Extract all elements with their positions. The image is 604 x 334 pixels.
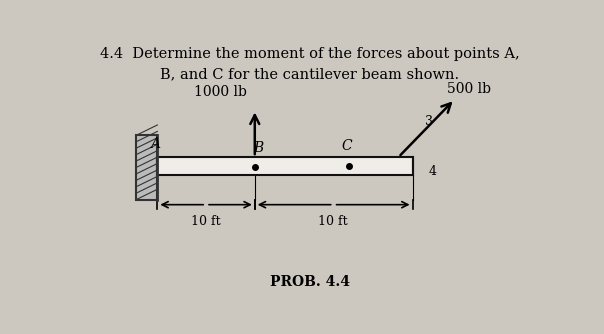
Text: 10 ft: 10 ft: [318, 215, 348, 228]
Bar: [158, 157, 413, 175]
Text: B: B: [254, 141, 264, 155]
Text: 500 lb: 500 lb: [447, 82, 490, 96]
Bar: [137, 135, 158, 199]
Text: 1000 lb: 1000 lb: [194, 85, 247, 99]
Text: A: A: [150, 137, 160, 151]
Text: B, and C for the cantilever beam shown.: B, and C for the cantilever beam shown.: [160, 67, 459, 81]
Text: 10 ft: 10 ft: [191, 215, 220, 228]
Text: C: C: [342, 139, 352, 153]
Text: 3: 3: [425, 115, 433, 128]
Text: PROB. 4.4: PROB. 4.4: [269, 275, 350, 289]
Text: 4.4  Determine the moment of the forces about points A,: 4.4 Determine the moment of the forces a…: [100, 46, 519, 60]
Text: 4: 4: [428, 165, 436, 178]
